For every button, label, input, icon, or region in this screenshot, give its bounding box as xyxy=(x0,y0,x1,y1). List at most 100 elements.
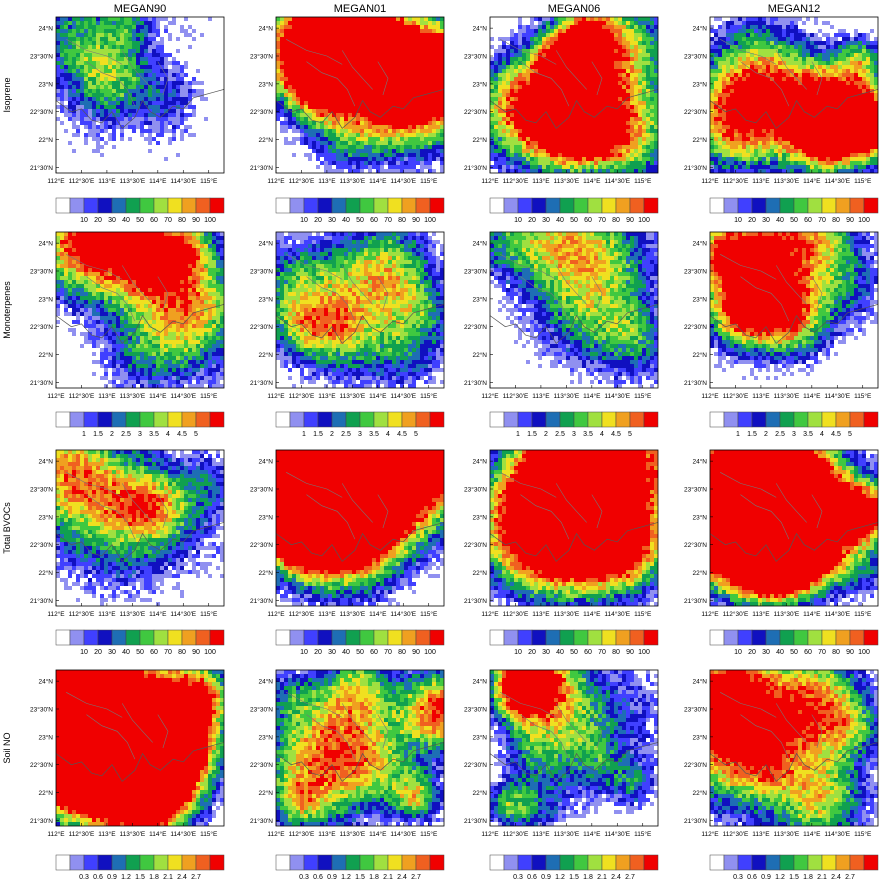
x-tick-label: 112°E xyxy=(47,392,65,400)
panel-frame xyxy=(55,669,225,827)
boundary-line xyxy=(157,494,169,529)
colorbar-label: 20 xyxy=(314,649,322,656)
boundary-line xyxy=(286,472,343,498)
colorbar-swatch xyxy=(709,854,725,871)
y-tick-label: 24°N xyxy=(38,458,53,466)
colorbar-label: 20 xyxy=(94,649,102,656)
coastline xyxy=(276,89,444,129)
y-tick-label: 22°30'N xyxy=(684,761,707,769)
map-panel-3-3: 24°N 23°30'N 23°N 22°30'N 22°N 21°30'N 112°E 11… xyxy=(684,669,879,838)
colorbar-label: 80 xyxy=(178,217,186,224)
y-tick-label: 23°30'N xyxy=(684,53,707,61)
colorbar-label: 0.9 xyxy=(107,874,117,881)
x-tick-label: 115°E xyxy=(854,830,872,838)
y-tick-label: 21°30'N xyxy=(250,164,273,172)
colorbar-label: 40 xyxy=(556,217,564,224)
colorbar-label: 100 xyxy=(638,217,650,224)
colorbar-swatch xyxy=(643,854,659,871)
colorbar-label: 70 xyxy=(598,217,606,224)
colorbar-swatch xyxy=(415,854,431,871)
boundary-line xyxy=(121,483,153,523)
colorbar-label: 20 xyxy=(748,649,756,656)
colorbar-swatch xyxy=(331,411,347,428)
colorbar-swatch xyxy=(615,854,631,871)
y-tick-label: 22°N xyxy=(692,351,707,359)
y-tick-label: 23°N xyxy=(692,295,707,303)
colorbar-label: 1.8 xyxy=(583,874,593,881)
colorbar-swatch xyxy=(765,197,781,214)
y-tick-label: 23°N xyxy=(38,295,53,303)
colorbar-swatch xyxy=(559,197,575,214)
colorbar-label: 50 xyxy=(136,217,144,224)
colorbar-label: 1.5 xyxy=(313,431,323,438)
column-title-megan12: MEGAN12 xyxy=(768,3,821,15)
x-tick-label: 112°E xyxy=(481,610,499,618)
colorbar-label: 50 xyxy=(136,649,144,656)
x-tick-label: 114°E xyxy=(803,610,821,618)
colorbar-swatch xyxy=(793,411,809,428)
colorbar-label: 3 xyxy=(138,431,142,438)
y-tick-label: 24°N xyxy=(692,25,707,33)
x-tick-label: 113°E xyxy=(532,830,550,838)
x-tick-label: 115°E xyxy=(420,177,438,185)
colorbar-label: 0.6 xyxy=(93,874,103,881)
boundary-line xyxy=(377,494,389,529)
panel-frame xyxy=(489,231,659,389)
colorbar-label: 3 xyxy=(358,431,362,438)
x-tick-label: 114°30'E xyxy=(604,830,630,838)
x-tick-label: 112°30'E xyxy=(69,610,95,618)
boundary-line xyxy=(811,714,823,749)
colorbar-label: 90 xyxy=(626,649,634,656)
y-tick-label: 21°30'N xyxy=(250,379,273,387)
coastline xyxy=(276,742,444,782)
colorbar-swatch xyxy=(629,629,645,646)
y-tick-label: 22°30'N xyxy=(464,541,487,549)
panel-frame xyxy=(709,16,879,174)
colorbar-swatch xyxy=(303,411,319,428)
map-panel-0-2: 24°N 23°30'N 23°N 22°30'N 22°N 21°30'N 112°E 11… xyxy=(464,16,659,185)
y-tick-label: 23°30'N xyxy=(684,706,707,714)
panel-frame xyxy=(55,16,225,174)
colorbar-swatch xyxy=(331,197,347,214)
boundary-line xyxy=(520,494,570,540)
x-tick-label: 114°E xyxy=(369,177,387,185)
colorbar-swatch xyxy=(373,629,389,646)
colorbar-swatch xyxy=(387,854,403,871)
boundary-line xyxy=(306,61,356,107)
coastline xyxy=(56,742,224,782)
y-tick-label: 23°N xyxy=(38,80,53,88)
colorbar-swatch xyxy=(181,629,197,646)
y-tick-label: 23°30'N xyxy=(464,53,487,61)
y-tick-label: 21°30'N xyxy=(250,817,273,825)
y-tick-label: 21°30'N xyxy=(30,164,53,172)
panel-frame xyxy=(709,669,879,827)
colorbar-swatch xyxy=(503,197,519,214)
colorbar-label: 60 xyxy=(370,217,378,224)
colorbar-swatch xyxy=(401,629,417,646)
x-tick-label: 112°30'E xyxy=(503,392,529,400)
colorbar-label: 2.1 xyxy=(597,874,607,881)
colorbar-swatch xyxy=(723,411,739,428)
colorbar-swatch xyxy=(615,411,631,428)
x-tick-label: 113°30'E xyxy=(553,392,579,400)
coastline xyxy=(490,304,658,344)
colorbar-swatch xyxy=(195,197,211,214)
colorbar-label: 2.1 xyxy=(817,874,827,881)
boundary-line xyxy=(500,692,557,718)
y-tick-label: 24°N xyxy=(472,25,487,33)
colorbar-swatch xyxy=(415,629,431,646)
colorbar-swatch xyxy=(317,197,333,214)
colorbar-label: 30 xyxy=(542,649,550,656)
colorbar-label: 10 xyxy=(734,217,742,224)
panel-frame xyxy=(489,16,659,174)
x-tick-label: 113°E xyxy=(98,830,116,838)
x-tick-label: 112°30'E xyxy=(289,610,315,618)
boundary-line xyxy=(286,692,343,718)
colorbar-label: 100 xyxy=(424,649,436,656)
colorbar-swatch xyxy=(587,411,603,428)
x-tick-label: 112°30'E xyxy=(723,392,749,400)
colorbar-label: 80 xyxy=(398,649,406,656)
x-tick-label: 113°E xyxy=(752,177,770,185)
boundary-line xyxy=(591,276,603,311)
colorbar-label: 3.5 xyxy=(803,431,813,438)
